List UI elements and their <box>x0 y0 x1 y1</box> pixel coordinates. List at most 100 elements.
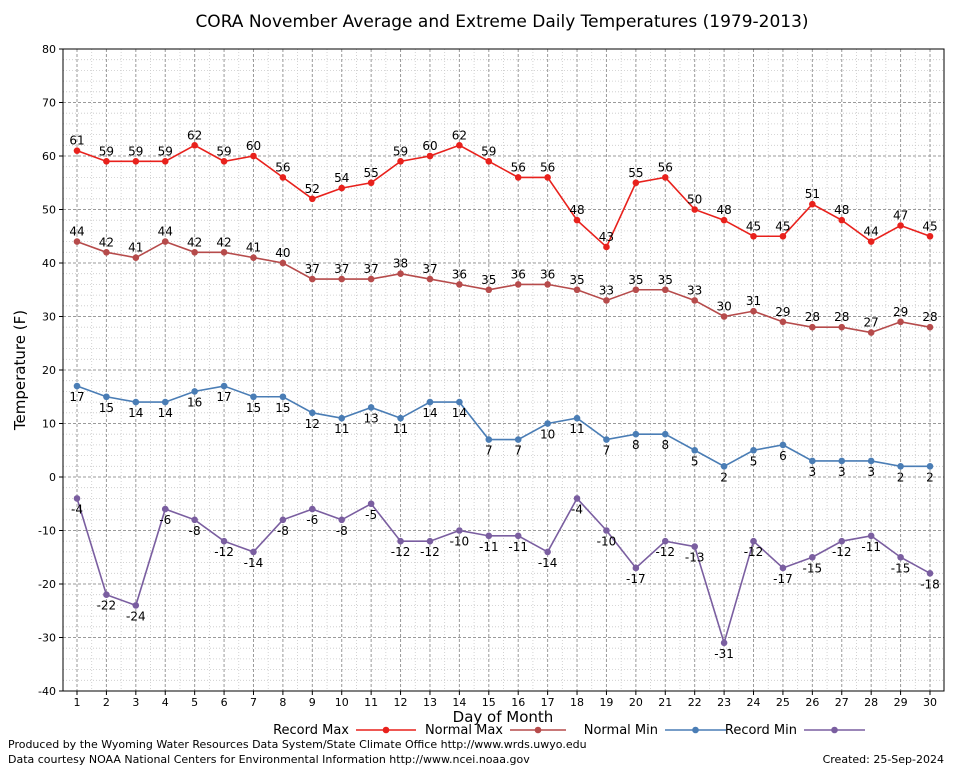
record-min-point <box>750 537 757 545</box>
record-min-data-label: -8 <box>336 524 348 538</box>
normal-min-legend-label: Normal Min <box>584 723 658 738</box>
normal-min-point <box>73 382 81 390</box>
normal-max-point <box>367 275 375 283</box>
normal-max-point <box>867 329 875 336</box>
y-tick-label: 0 <box>49 471 56 484</box>
record-max-point <box>250 152 257 160</box>
x-tick-label: 17 <box>541 696 555 709</box>
record-min-data-label: -8 <box>189 524 201 538</box>
record-max-data-label: 50 <box>687 193 702 207</box>
record-max-data-label: 59 <box>128 144 143 158</box>
normal-min-point <box>573 414 581 422</box>
record-min-data-label: -15 <box>803 561 823 575</box>
normal-min-point <box>691 446 698 454</box>
record-min-data-label: -12 <box>744 545 764 559</box>
y-axis-title: Temperature (F) <box>11 310 29 431</box>
record-min-point <box>544 548 551 556</box>
normal-min-data-label: 10 <box>540 428 555 442</box>
normal-max-data-label: 36 <box>452 267 467 281</box>
record-min-point <box>132 602 140 609</box>
record-min-point <box>573 495 581 502</box>
record-max-point <box>279 174 287 181</box>
normal-max-data-label: 41 <box>246 241 261 255</box>
normal-min-line <box>76 385 930 468</box>
record-min-legend-marker <box>831 726 838 734</box>
record-min-point <box>456 527 463 534</box>
normal-max-point <box>397 270 404 278</box>
normal-max-data-label: 40 <box>275 246 290 260</box>
normal-min-point <box>750 446 757 454</box>
record-max-line <box>76 144 931 249</box>
normal-max-series: 44 42 41 44 42 42 41 40 37 37 37 38 37 36 35 36 36 35 33 35… <box>69 225 938 336</box>
record-max-point <box>867 238 875 245</box>
record-min-point <box>485 532 493 540</box>
normal-min-point <box>809 457 816 465</box>
normal-min-point <box>838 457 846 465</box>
normal-min-data-label: 11 <box>334 422 349 436</box>
record-min-point <box>867 532 875 540</box>
record-min-point <box>426 537 434 545</box>
record-min-point <box>926 570 934 577</box>
normal-max-point <box>750 307 757 315</box>
normal-min-point <box>191 388 198 395</box>
y-tick-label: -10 <box>38 525 56 538</box>
normal-min-point <box>426 398 434 406</box>
record-max-data-label: 51 <box>805 187 820 201</box>
normal-min-data-label: 8 <box>661 438 669 452</box>
record-min-data-label: -13 <box>685 551 705 565</box>
normal-max-point <box>514 281 522 288</box>
normal-max-point <box>220 249 228 256</box>
x-tick-label: 6 <box>221 696 228 709</box>
normal-max-data-label: 28 <box>922 310 937 324</box>
x-tick-label: 27 <box>835 696 849 709</box>
normal-max-data-label: 42 <box>216 235 231 249</box>
normal-min-point <box>926 463 934 470</box>
normal-max-point <box>779 318 787 326</box>
normal-min-point <box>720 463 728 470</box>
y-tick-label: -40 <box>38 685 56 698</box>
record-min-point <box>338 516 346 524</box>
normal-min-data-label: 3 <box>838 465 846 479</box>
footer-courtesy: Data courtesy NOAA National Centers for … <box>8 753 530 766</box>
record-max-data-label: 52 <box>305 182 320 196</box>
normal-max-data-label: 27 <box>864 316 879 330</box>
record-max-data-label: 47 <box>893 209 908 223</box>
record-min-point <box>367 500 375 508</box>
normal-min-data-label: 17 <box>216 390 231 404</box>
x-tick-label: 11 <box>364 696 378 709</box>
record-max-data-label: 59 <box>99 144 114 158</box>
record-min-legend-label: Record Min <box>725 723 797 738</box>
x-tick-label: 9 <box>309 696 316 709</box>
x-tick-label: 18 <box>570 696 584 709</box>
normal-max-data-label: 29 <box>893 305 908 319</box>
record-min-data-label: -24 <box>126 609 146 623</box>
normal-max-point <box>485 286 493 294</box>
normal-max-legend-label: Normal Max <box>425 723 503 738</box>
record-min-data-label: -4 <box>71 502 83 516</box>
record-min-point <box>250 548 257 556</box>
record-min-data-label: -12 <box>420 545 440 559</box>
record-max-point <box>132 158 140 165</box>
normal-min-data-label: 5 <box>691 454 699 468</box>
normal-max-data-label: 36 <box>511 267 526 281</box>
normal-max-data-label: 44 <box>69 225 84 239</box>
y-tick-label: 20 <box>42 364 56 377</box>
record-min-data-label: -18 <box>920 577 940 591</box>
x-tick-label: 23 <box>717 696 731 709</box>
record-max-point <box>309 195 316 203</box>
x-tick-label: 20 <box>629 696 643 709</box>
record-max-point <box>603 243 610 251</box>
record-max-data-label: 48 <box>716 203 731 217</box>
y-tick-label: 40 <box>42 257 56 270</box>
normal-max-data-label: 35 <box>569 273 584 287</box>
record-min-point <box>309 505 316 513</box>
x-tick-label: 19 <box>599 696 613 709</box>
normal-max-point <box>632 286 640 294</box>
normal-max-data-label: 42 <box>187 235 202 249</box>
record-min-data-label: -8 <box>277 524 289 538</box>
record-max-point <box>485 158 493 165</box>
record-max-data-label: 55 <box>628 166 643 180</box>
record-max-data-label: 60 <box>246 139 261 153</box>
normal-min-point <box>397 414 404 422</box>
